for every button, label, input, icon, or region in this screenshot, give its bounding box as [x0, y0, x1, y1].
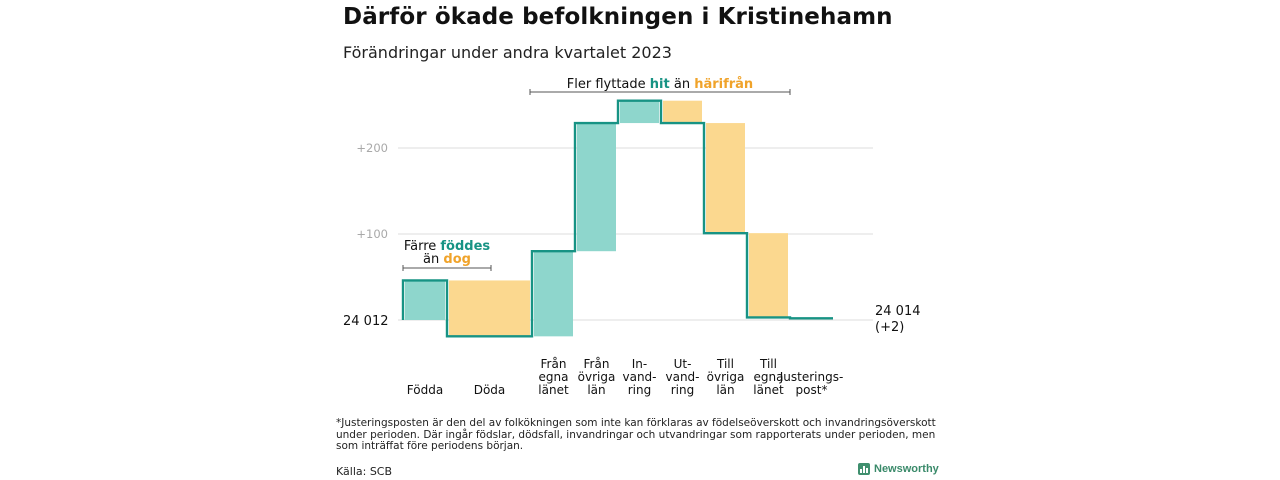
category-label: ring	[628, 383, 652, 397]
end-value-label: 24 014	[875, 304, 921, 319]
category-label: Justerings-	[779, 370, 844, 384]
end-change-label: (+2)	[875, 320, 904, 335]
category-label: övriga	[578, 370, 616, 384]
annotation-births-line1: Färre föddes	[404, 239, 491, 254]
annotation-births-line2: än dog	[423, 252, 471, 267]
category-label: övriga	[707, 370, 745, 384]
newsworthy-logo-icon	[858, 463, 870, 475]
y-tick-label: +200	[356, 141, 388, 155]
waterfall-bar	[449, 280, 530, 337]
waterfall-bar	[749, 233, 788, 318]
brand-name: Newsworthy	[874, 463, 939, 475]
category-label: Från	[584, 357, 610, 371]
category-label: post*	[796, 383, 828, 397]
chart-title: Därför ökade befolkningen i Kristinehamn	[343, 4, 893, 30]
waterfall-bar	[577, 123, 616, 252]
y-tick-label: +100	[356, 227, 388, 241]
start-value-label: 24 012	[343, 314, 389, 329]
source-label: Källa: SCB	[336, 465, 393, 478]
waterfall-bar	[663, 100, 702, 124]
category-label: egna	[539, 370, 569, 384]
category-label: Till	[716, 357, 734, 371]
category-label: Döda	[474, 383, 506, 397]
category-label: Från	[541, 357, 567, 371]
category-label: vand-	[665, 370, 699, 384]
annotation-migration: Fler flyttade hit än härifrån	[567, 77, 753, 92]
waterfall-bar	[706, 123, 745, 234]
waterfall-bar	[620, 100, 659, 124]
brand-logo: Newsworthy	[858, 463, 939, 475]
category-label: länet	[538, 383, 569, 397]
category-label: Ut-	[674, 357, 692, 371]
category-label: In-	[632, 357, 647, 371]
category-label: länet	[753, 383, 784, 397]
cumulative-step-line	[401, 99, 833, 338]
category-label: län	[587, 383, 605, 397]
category-label: Till	[759, 357, 777, 371]
category-label: ring	[671, 383, 695, 397]
footnote: *Justeringsposten är den del av folkökni…	[336, 417, 936, 452]
waterfall-bar	[405, 280, 445, 320]
chart-subtitle: Förändringar under andra kvartalet 2023	[343, 43, 672, 62]
category-label: Födda	[407, 383, 443, 397]
category-label: vand-	[622, 370, 656, 384]
category-label: egna	[754, 370, 784, 384]
waterfall-bar	[534, 251, 573, 337]
category-label: län	[716, 383, 734, 397]
